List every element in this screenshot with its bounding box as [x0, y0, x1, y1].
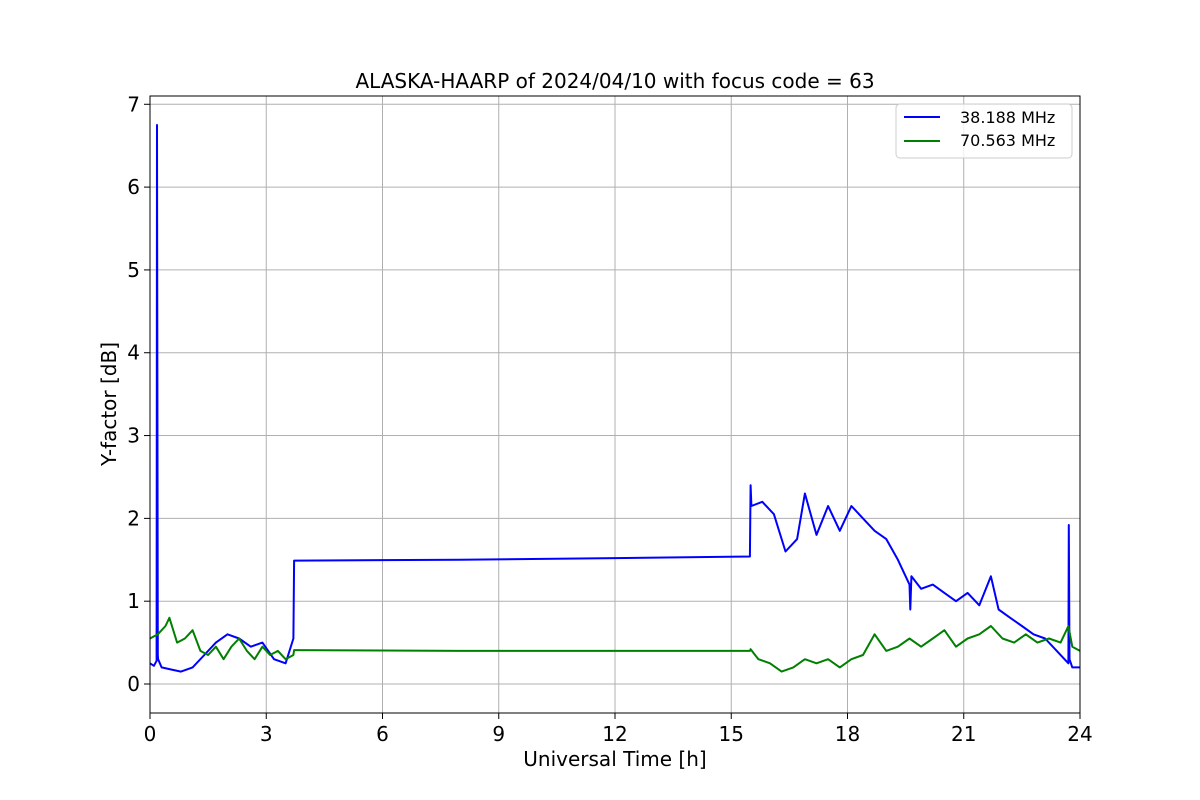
- legend-label-38mhz: 38.188 MHz: [960, 108, 1055, 127]
- series-layer: [149, 124, 1081, 673]
- x-tick-label: 9: [492, 722, 505, 746]
- chart-title: ALASKA-HAARP of 2024/04/10 with focus co…: [355, 69, 874, 93]
- x-axis-label: Universal Time [h]: [523, 747, 706, 771]
- series-line-70mhz: [149, 616, 1081, 673]
- y-tick-label: 7: [127, 92, 140, 116]
- x-tick-label: 21: [951, 722, 976, 746]
- x-tick-label: 6: [376, 722, 389, 746]
- legend-label-70mhz: 70.563 MHz: [960, 131, 1055, 150]
- x-tick-label: 12: [602, 722, 627, 746]
- y-tick-label: 5: [127, 258, 140, 282]
- y-tick-label: 4: [127, 341, 140, 365]
- y-axis-label: Y-factor [dB]: [97, 342, 121, 467]
- x-tick-label: 0: [144, 722, 157, 746]
- x-tick-label: 3: [260, 722, 273, 746]
- x-tick-label: 24: [1067, 722, 1092, 746]
- y-tick-label: 2: [127, 506, 140, 530]
- y-tick-label: 1: [127, 589, 140, 613]
- y-tick-label: 0: [127, 672, 140, 696]
- y-tick-label: 6: [127, 175, 140, 199]
- y-tick-label: 3: [127, 424, 140, 448]
- series-line-38mhz: [149, 124, 1080, 673]
- x-tick-label: 18: [835, 722, 860, 746]
- x-tick-label: 15: [719, 722, 744, 746]
- legend: 38.188 MHz 70.563 MHz: [895, 103, 1073, 159]
